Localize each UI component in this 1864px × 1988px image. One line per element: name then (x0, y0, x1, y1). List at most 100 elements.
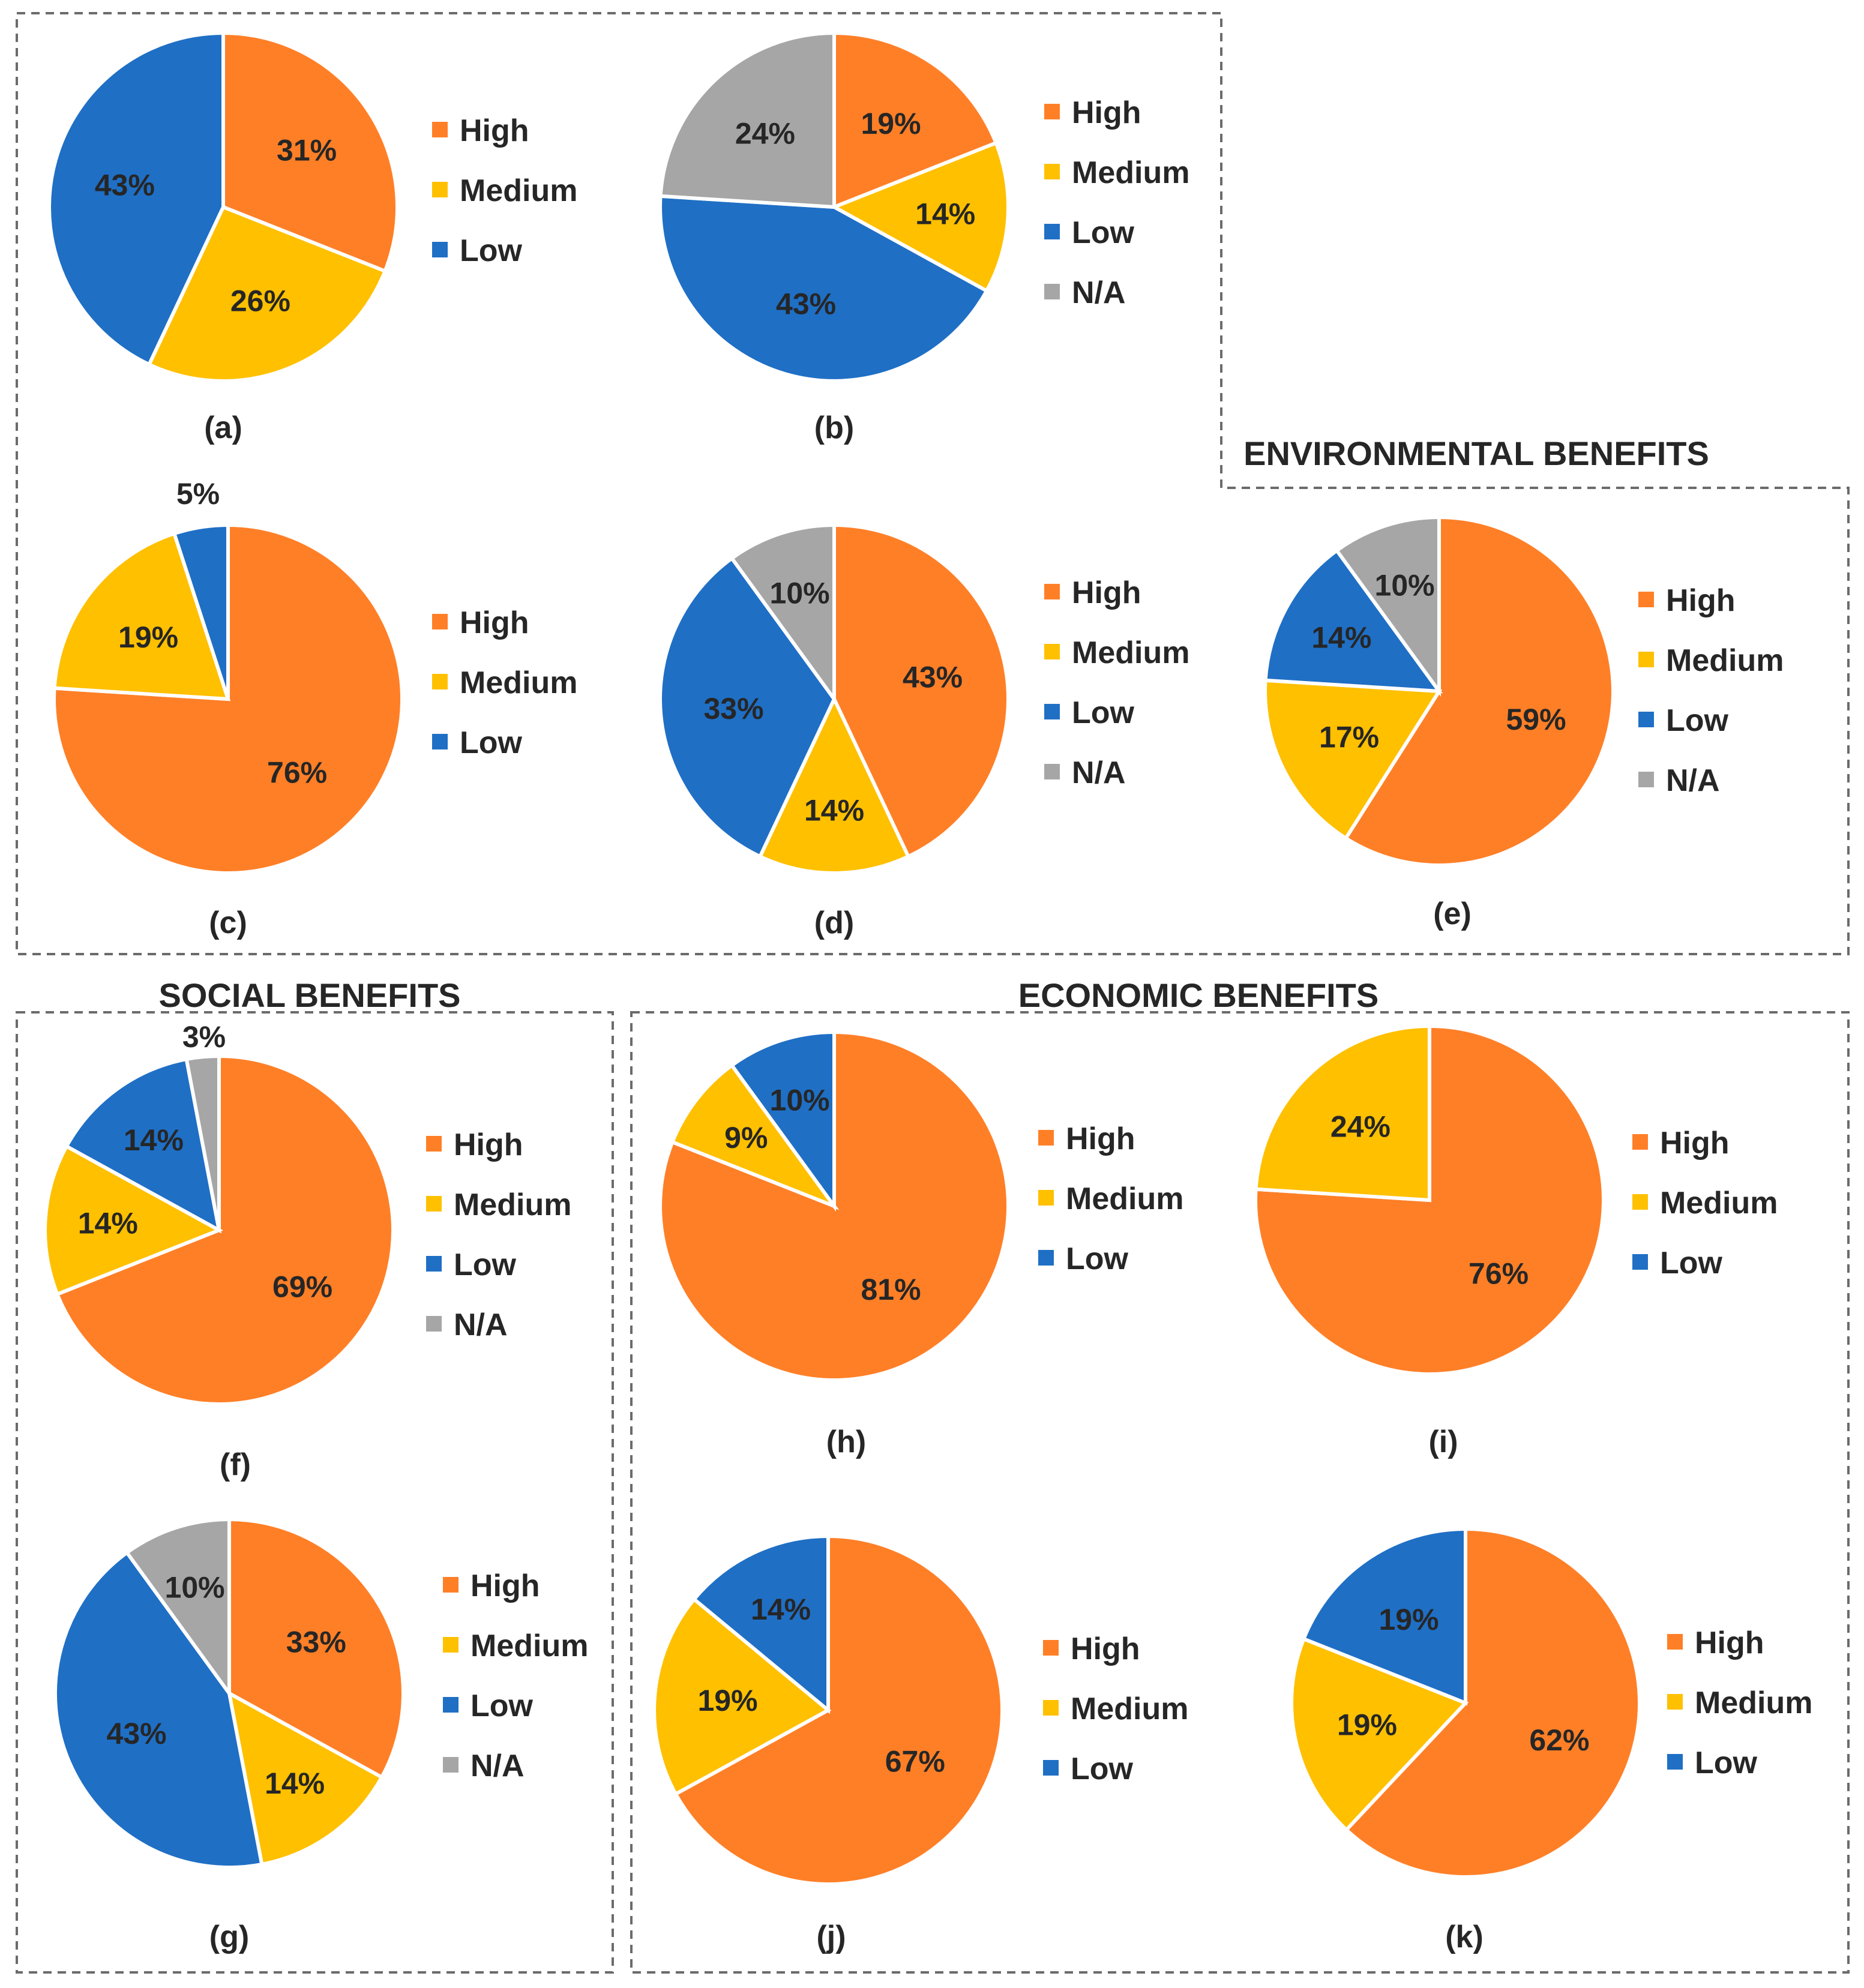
pie-slice-e-medium (1263, 678, 1443, 841)
caption-a: (a) (204, 410, 242, 445)
legend-label-i-high: High (1660, 1126, 1730, 1161)
data-label-e-high: 59% (1506, 703, 1566, 736)
legend-swatch-c-medium (432, 674, 448, 689)
legend-label-g-na: N/A (471, 1749, 525, 1783)
legend-swatch-e-high (1638, 592, 1654, 607)
environmental-benefits-title: ENVIRONMENTAL BENEFITS (1243, 434, 1709, 472)
data-label-a-high: 31% (277, 134, 337, 167)
legend-label-a-medium: Medium (460, 173, 577, 208)
legend-label-g-high: High (471, 1569, 540, 1603)
data-label-a-low: 43% (95, 168, 155, 202)
pie-chart-i: 76% 24% High Medium Low (i) (1254, 1024, 1778, 1459)
legend-swatch-i-medium (1632, 1194, 1648, 1210)
pie-slice-a-low (47, 31, 225, 367)
legend-swatch-i-high (1632, 1134, 1648, 1150)
pie-slice-h-high (658, 1030, 1010, 1382)
data-label-j-medium: 19% (697, 1684, 757, 1717)
economic-benefits-title: ECONOMIC BENEFITS (1018, 976, 1378, 1014)
data-label-b-medium: 14% (915, 197, 975, 231)
pie-chart-d: 43% 14% 33% 10% High Medium Low N/A (d) (658, 523, 1189, 940)
legend-label-i-low: Low (1660, 1246, 1723, 1281)
data-label-g-medium: 14% (265, 1767, 325, 1800)
legend-swatch-a-low (432, 242, 448, 257)
legend-label-b-medium: Medium (1072, 155, 1189, 190)
legend-label-d-medium: Medium (1072, 635, 1189, 670)
pie-slice-d-low (658, 556, 837, 859)
pie-slice-f-low (64, 1057, 222, 1234)
environmental-benefits-box (16, 12, 1850, 955)
pie-slice-d-medium (757, 694, 911, 875)
legend-swatch-h-medium (1038, 1190, 1054, 1206)
pie-slice-a-medium (146, 205, 388, 383)
pie-chart-c: 76% 19% 5% High Medium Low (c) (52, 477, 577, 940)
caption-j: (j) (816, 1920, 846, 1954)
pie-slice-c-medium (52, 531, 231, 701)
data-label-f-low: 14% (124, 1123, 184, 1157)
data-label-k-low: 19% (1378, 1603, 1439, 1636)
pie-slice-k-high (1344, 1527, 1641, 1879)
legend-label-h-low: Low (1066, 1242, 1129, 1276)
caption-h: (h) (826, 1425, 866, 1459)
data-label-d-na: 10% (770, 577, 830, 610)
legend-label-c-low: Low (460, 725, 523, 760)
legend-swatch-g-high (443, 1577, 458, 1593)
legend-swatch-g-low (443, 1697, 458, 1713)
economic-benefits-box (630, 1011, 1850, 1974)
legend-swatch-j-high (1043, 1640, 1059, 1656)
legend-label-k-medium: Medium (1695, 1686, 1812, 1720)
caption-f: (f) (220, 1447, 251, 1482)
legend-label-j-low: Low (1071, 1752, 1134, 1786)
data-label-g-high: 33% (286, 1625, 346, 1659)
pie-slice-c-low (172, 523, 230, 700)
data-label-h-medium: 9% (724, 1121, 768, 1155)
pie-chart-a: 31% 26% 43% High Medium Low (a) (47, 31, 577, 445)
legend-label-f-medium: Medium (454, 1188, 571, 1222)
pie-chart-e: 59% 17% 14%10% High Medium Low N/A (e) (1263, 515, 1784, 931)
legend-swatch-i-low (1632, 1254, 1648, 1270)
legend-label-f-low: Low (454, 1248, 517, 1282)
pie-chart-j: 67% 19% 14% High Medium Low (j) (652, 1534, 1188, 1954)
pie-slice-j-low (691, 1534, 830, 1714)
legend-swatch-b-na (1044, 284, 1060, 299)
data-label-j-low: 14% (751, 1593, 811, 1626)
legend-label-k-low: Low (1695, 1746, 1758, 1780)
legend-label-g-low: Low (471, 1689, 534, 1723)
legend-label-j-medium: Medium (1071, 1692, 1188, 1726)
legend-swatch-h-low (1038, 1250, 1054, 1266)
legend-label-b-low: Low (1072, 215, 1135, 250)
legend-label-j-high: High (1071, 1632, 1140, 1666)
data-label-e-medium: 17% (1319, 720, 1379, 754)
legend-swatch-f-high (426, 1136, 442, 1152)
data-label-g-na: 10% (165, 1571, 225, 1605)
pie-slice-g-low (53, 1550, 264, 1870)
social-benefits-title: SOCIAL BENEFITS (158, 976, 460, 1014)
pie-slice-g-high (227, 1517, 405, 1780)
data-label-b-na: 24% (735, 116, 795, 150)
pie-charts: 31% 26% 43% High Medium Low (a) 19% 14% 43% 24% Hig… (43, 31, 1812, 1954)
pie-slice-d-high (832, 523, 1010, 859)
pie-slice-e-high (1343, 515, 1615, 867)
pie-slice-a-high (221, 31, 399, 274)
data-label-c-high: 76% (267, 756, 327, 790)
data-label-h-low: 10% (770, 1084, 830, 1117)
legend-label-d-high: High (1072, 575, 1141, 610)
pie-chart-b: 19% 14% 43% 24% High Medium Low N/A (b) (658, 31, 1189, 445)
data-label-g-low: 43% (107, 1717, 167, 1750)
pie-chart-f: 69% 14% 14% 3% High Medium Low N/A (f) (43, 1020, 571, 1482)
pie-slice-b-na (658, 31, 836, 209)
legend-label-d-na: N/A (1072, 755, 1126, 790)
pie-slice-f-high (55, 1054, 395, 1406)
data-label-c-low: 5% (176, 477, 220, 511)
legend-swatch-d-na (1044, 764, 1060, 779)
legend-swatch-k-high (1667, 1634, 1683, 1650)
legend-label-e-low: Low (1666, 703, 1729, 738)
legend-swatch-c-low (432, 734, 448, 749)
data-label-b-low: 43% (776, 287, 836, 321)
caption-c: (c) (209, 905, 247, 940)
legend-swatch-j-low (1043, 1760, 1059, 1776)
legend-label-h-high: High (1066, 1122, 1135, 1156)
caption-g: (g) (209, 1920, 249, 1954)
pie-slice-j-medium (652, 1596, 832, 1797)
legend-swatch-f-medium (426, 1196, 442, 1212)
